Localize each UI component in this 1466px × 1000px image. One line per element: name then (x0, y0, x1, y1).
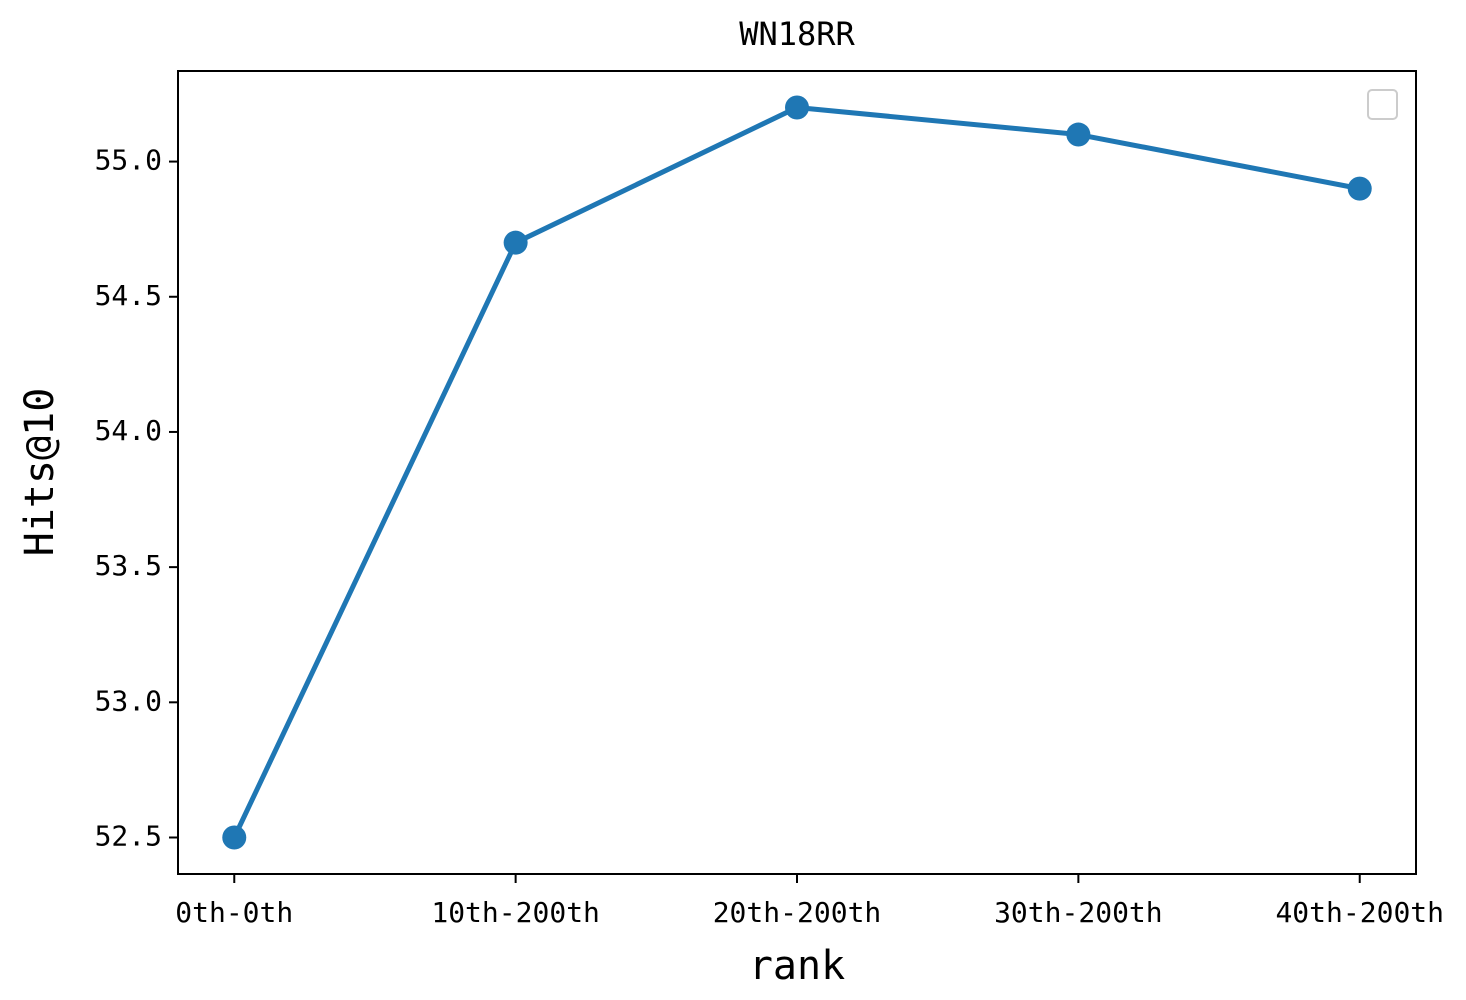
marker (1066, 122, 1091, 147)
legend (1367, 89, 1398, 120)
x-tick-label: 20th-200th (713, 896, 882, 929)
plot-frame (177, 70, 1417, 875)
y-tick-label: 53.0 (95, 684, 162, 717)
y-tick-label: 54.0 (95, 414, 162, 447)
marker (503, 230, 528, 255)
x-tick-label: 0th-0th (175, 896, 293, 929)
x-tick-label: 40th-200th (1275, 896, 1444, 929)
y-tick-label: 54.5 (95, 279, 162, 312)
x-tick-label: 30th-200th (994, 896, 1163, 929)
y-tick-label: 52.5 (95, 820, 162, 853)
marker (222, 825, 247, 850)
marker (785, 95, 809, 120)
y-axis-label: Hits@10 (17, 388, 63, 557)
y-tick-label: 55.0 (95, 144, 162, 177)
chart-title: WN18RR (739, 15, 855, 53)
y-tick-label: 53.5 (95, 549, 162, 582)
marker (1347, 176, 1372, 201)
x-tick-label: 10th-200th (431, 896, 600, 929)
x-axis-label: rank (749, 943, 845, 989)
